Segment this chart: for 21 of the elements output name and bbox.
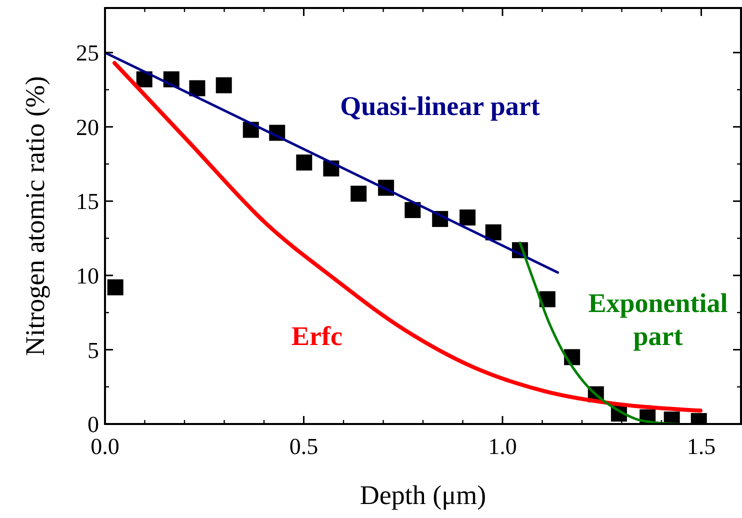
y-axis-title: Nitrogen atomic ratio (%) xyxy=(20,76,50,356)
point xyxy=(460,209,476,226)
y-tick-label: 5 xyxy=(88,338,99,363)
series-label: Exponential part xyxy=(588,288,728,351)
x-tick-label: 0.5 xyxy=(289,434,318,459)
point xyxy=(216,77,232,94)
y-tick-label: 15 xyxy=(76,189,99,214)
x-axis-title: Depth (μm) xyxy=(360,480,486,510)
point xyxy=(350,186,367,202)
point xyxy=(107,279,124,296)
point xyxy=(485,224,502,240)
series-label: Erfc xyxy=(292,321,342,351)
y-tick-label: 25 xyxy=(76,40,99,66)
y-tick-label: 10 xyxy=(76,263,99,288)
y-tick-label: 20 xyxy=(76,114,99,140)
point xyxy=(189,80,206,96)
series-label: Quasi-linear part xyxy=(340,91,540,121)
point xyxy=(296,154,312,171)
point xyxy=(404,202,421,218)
x-tick-label: 1.5 xyxy=(686,434,716,459)
x-tick-label: 1.0 xyxy=(488,434,517,459)
